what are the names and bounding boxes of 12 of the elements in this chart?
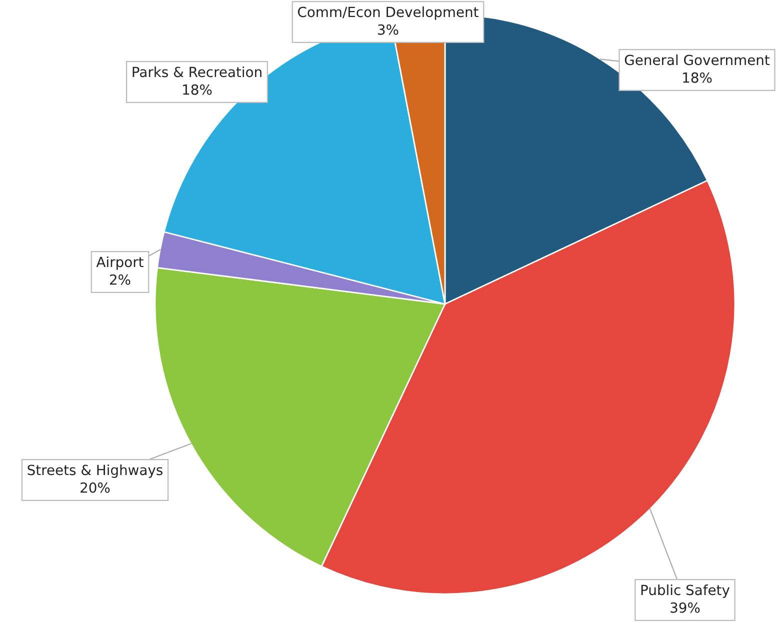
slice-label: Streets & Highways [28, 464, 162, 478]
slice-label: Airport [96, 256, 144, 270]
data-label: 18% [683, 72, 712, 83]
data-label: 2% [110, 274, 130, 285]
slice-label: Parks & Recreation [132, 66, 262, 78]
data-label: 39% [670, 602, 700, 613]
data-label: 18% [183, 84, 212, 95]
slice-label: General Government [624, 54, 770, 66]
data-label: 3% [378, 24, 398, 35]
slice-label: Comm/Econ Development [298, 6, 478, 20]
data-label: 20% [80, 482, 110, 493]
slice-label: Public Safety [641, 584, 730, 598]
